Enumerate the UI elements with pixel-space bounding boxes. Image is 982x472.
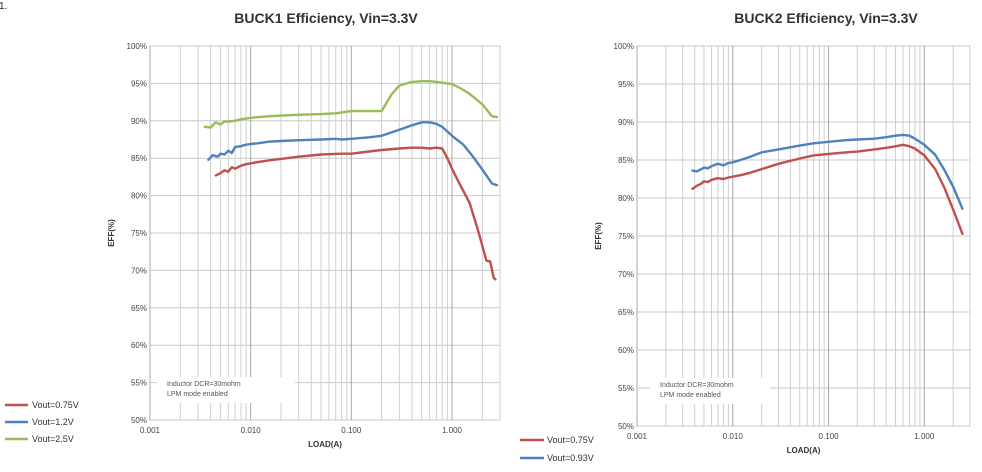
y-tick-label: 60% [131, 341, 147, 350]
y-axis-label: EFF(%) [107, 219, 116, 247]
annotation-text: LPM mode enabled [660, 392, 721, 399]
series-line-vout-0-75v [691, 143, 964, 235]
series-line-vout-2-5v [203, 79, 499, 129]
y-tick-label: 75% [618, 232, 634, 241]
x-axis-label: LOAD(A) [308, 440, 342, 449]
y-tick-label: 95% [131, 79, 147, 88]
chart-title: BUCK1 Efficiency, Vin=3.3V [234, 10, 418, 26]
y-tick-label: 80% [131, 192, 147, 201]
y-axis-label: EFF(%) [594, 222, 603, 250]
series-line-vout-0-93v [691, 133, 964, 210]
x-tick-label: 0.100 [341, 426, 362, 435]
legend-label: Vout=2.5V [32, 434, 74, 444]
y-tick-label: 100% [127, 42, 147, 51]
y-tick-label: 95% [618, 80, 634, 89]
annotation-text: Inductor DCR=30mohm [167, 381, 241, 388]
y-tick-label: 60% [618, 346, 634, 355]
legend-label: Vout=1.2V [32, 417, 74, 427]
annotation-text: Inductor DCR=30mohm [660, 382, 734, 389]
legend-label: Vout=0.75V [547, 435, 594, 445]
x-tick-label: 0.010 [241, 426, 262, 435]
x-tick-label: 1.000 [914, 432, 935, 441]
x-axis-label: LOAD(A) [787, 446, 821, 455]
x-tick-label: 0.010 [723, 432, 744, 441]
corner-mark: 1. [0, 1, 7, 12]
y-tick-label: 55% [618, 384, 634, 393]
y-tick-label: 65% [131, 304, 147, 313]
x-tick-label: 0.100 [819, 432, 840, 441]
y-tick-label: 90% [618, 118, 634, 127]
buck1-efficiency-chart: BUCK1 Efficiency, Vin=3.3V 50% 55% 60% 65% 70… [5, 10, 501, 449]
y-tick-label: 85% [618, 156, 634, 165]
y-tick-label: 50% [618, 422, 634, 431]
annotation-text: LPM mode enabled [167, 391, 228, 398]
y-tick-label: 100% [614, 42, 634, 51]
y-tick-label: 65% [618, 308, 634, 317]
x-tick-label: 1.000 [442, 426, 463, 435]
x-tick-label: 0.001 [627, 432, 648, 441]
y-tick-label: 85% [131, 154, 147, 163]
series-line-vout-0-75v [214, 146, 497, 281]
y-tick-label: 75% [131, 229, 147, 238]
chart-title: BUCK2 Efficiency, Vin=3.3V [734, 10, 918, 26]
legend-label: Vout=0.75V [32, 400, 79, 410]
y-tick-label: 50% [131, 416, 147, 425]
y-tick-label: 70% [618, 270, 634, 279]
series-line-vout-1-2v [207, 121, 499, 187]
y-tick-label: 90% [131, 117, 147, 126]
legend-label: Vout=0.93V [547, 453, 594, 463]
annotation-box [157, 377, 295, 403]
buck2-efficiency-chart: BUCK2 Efficiency, Vin=3.3V 50% 55% 60% 65% 70… [520, 10, 971, 463]
y-tick-label: 80% [618, 194, 634, 203]
y-tick-label: 55% [131, 379, 147, 388]
x-tick-label: 0.001 [140, 426, 161, 435]
annotation-box [650, 378, 770, 404]
y-tick-label: 70% [131, 266, 147, 275]
